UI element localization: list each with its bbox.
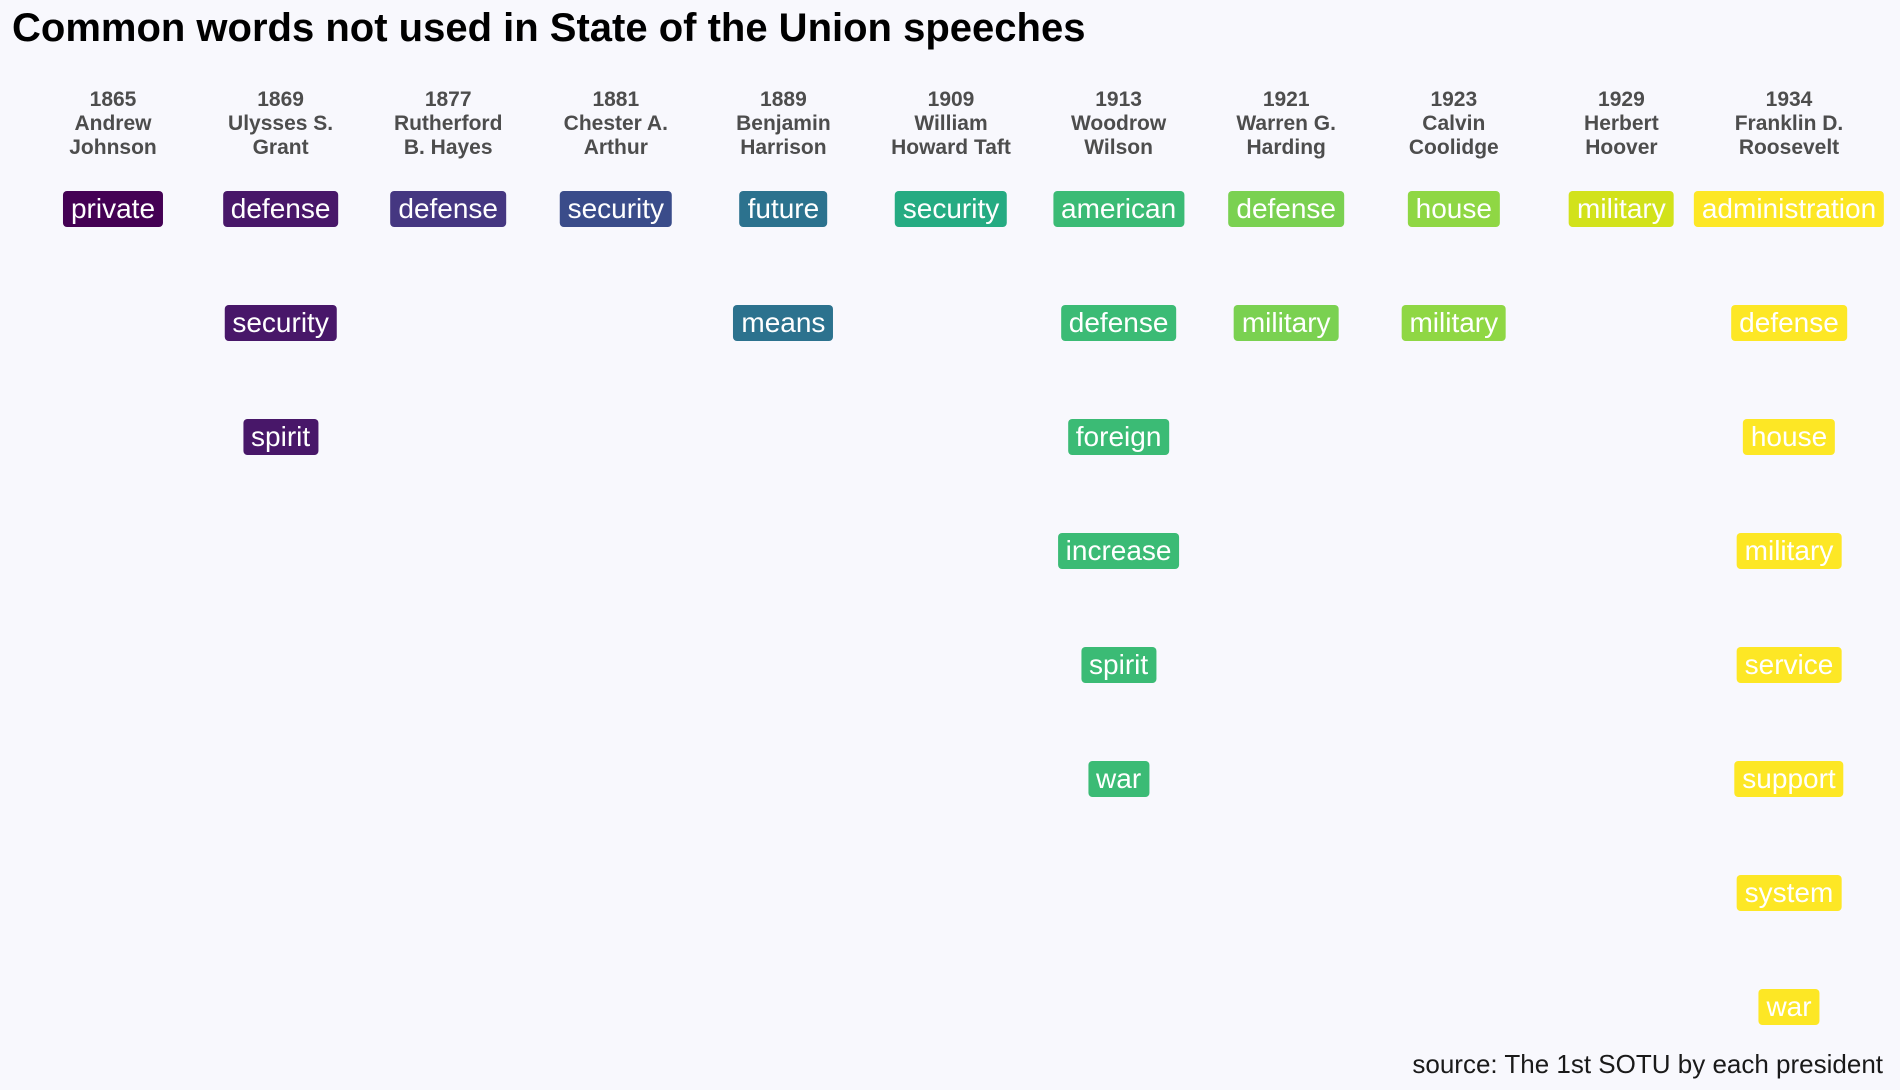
word-tag-increase: increase (1057, 533, 1180, 569)
column-president: Herbert Hoover (1584, 112, 1659, 159)
column-year: 1909 (927, 88, 975, 111)
word-tag-means: means (733, 305, 834, 341)
column-president: Benjamin Harrison (736, 112, 831, 159)
column-header-1889: 1889 Benjamin Harrison (693, 88, 873, 160)
word-tag-service: service (1736, 647, 1842, 683)
word-tag-house: house (1407, 191, 1500, 227)
column-year: 1877 (424, 88, 472, 111)
column-header-1921: 1921 Warren G. Harding (1196, 88, 1376, 160)
column-header-1909: 1909 William Howard Taft (861, 88, 1041, 160)
word-tag-house: house (1742, 419, 1836, 455)
column-president: Andrew Johnson (69, 112, 157, 159)
column-header-1934: 1934 Franklin D. Roosevelt (1699, 88, 1879, 160)
word-tag-spirit: spirit (243, 419, 319, 455)
word-tag-security: security (559, 191, 673, 227)
column-president: Franklin D. Roosevelt (1734, 112, 1844, 159)
word-tag-administration: administration (1693, 191, 1885, 227)
word-tag-foreign: foreign (1067, 419, 1170, 455)
word-tag-defense: defense (1060, 305, 1177, 341)
column-year: 1869 (257, 88, 304, 111)
column-year: 1934 (1765, 88, 1813, 111)
column-president: Ulysses S. Grant (228, 112, 334, 159)
column-header-1913: 1913 Woodrow Wilson (1029, 88, 1209, 160)
column-president: Calvin Coolidge (1408, 112, 1499, 159)
word-tag-military: military (1736, 533, 1842, 569)
column-president: Woodrow Wilson (1070, 112, 1167, 159)
column-header-1865: 1865 Andrew Johnson (23, 88, 203, 160)
column-header-1881: 1881 Chester A. Arthur (526, 88, 706, 160)
word-tag-support: support (1734, 761, 1844, 797)
column-year: 1913 (1095, 88, 1142, 111)
word-tag-defense: defense (1731, 305, 1847, 341)
word-tag-military: military (1401, 305, 1507, 341)
word-tag-defense: defense (1228, 191, 1345, 227)
column-year: 1865 (89, 88, 137, 111)
column-header-1869: 1869 Ulysses S. Grant (191, 88, 371, 160)
word-tag-military: military (1569, 191, 1674, 227)
word-tag-american: american (1053, 191, 1185, 227)
column-header-1929: 1929 Herbert Hoover (1531, 88, 1711, 160)
column-year: 1921 (1262, 88, 1310, 111)
column-year: 1881 (592, 88, 640, 111)
word-tag-private: private (62, 191, 164, 227)
column-president: Warren G. Harding (1236, 112, 1336, 159)
column-year: 1929 (1598, 88, 1645, 111)
word-tag-future: future (739, 191, 828, 227)
word-tag-military: military (1233, 305, 1339, 341)
source-caption: source: The 1st SOTU by each president (1412, 1049, 1883, 1079)
column-year: 1889 (760, 88, 807, 111)
column-president: Rutherford B. Hayes (393, 112, 503, 159)
word-tag-defense: defense (222, 191, 339, 227)
word-tag-war: war (1758, 989, 1820, 1025)
word-tag-defense: defense (390, 191, 507, 227)
word-tag-system: system (1736, 875, 1842, 911)
column-header-1923: 1923 Calvin Coolidge (1364, 88, 1544, 160)
column-header-1877: 1877 Rutherford B. Hayes (358, 88, 538, 160)
word-tag-war: war (1088, 761, 1150, 797)
column-president: Chester A. Arthur (563, 112, 668, 159)
word-tag-spirit: spirit (1081, 647, 1157, 683)
word-tag-security: security (894, 191, 1008, 227)
word-tag-security: security (224, 305, 337, 341)
chart-title: Common words not used in State of the Un… (12, 6, 1086, 50)
column-year: 1923 (1430, 88, 1478, 111)
column-president: William Howard Taft (891, 112, 1011, 159)
